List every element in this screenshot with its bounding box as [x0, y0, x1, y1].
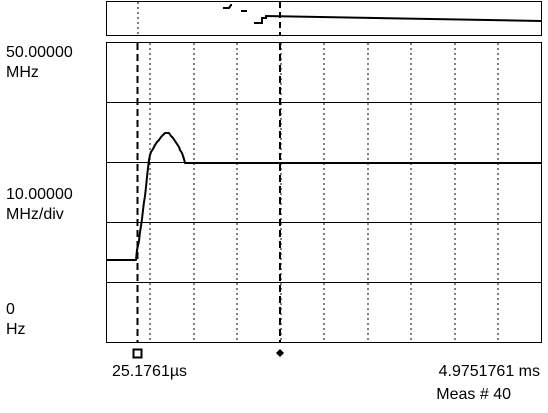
- overview-trace: [223, 4, 232, 9]
- start-time-readout: 25.1761µs: [112, 363, 188, 380]
- diamond-marker-icon[interactable]: [276, 349, 284, 357]
- y-top-unit: MHz: [6, 64, 39, 81]
- overview-trace-main: [254, 14, 542, 24]
- measurement-counter: Meas # 40: [436, 386, 511, 403]
- frequency-trace: [106, 132, 541, 261]
- square-marker-icon[interactable]: [132, 348, 143, 359]
- y-bottom-value: 0: [6, 301, 15, 318]
- y-scale-unit: MHz/div: [6, 206, 64, 223]
- end-time-readout: 4.9751761 ms: [438, 363, 540, 380]
- overview-strip: [106, 1, 542, 36]
- y-top-value: 50.00000: [6, 44, 73, 61]
- y-bottom-unit: Hz: [6, 321, 26, 338]
- main-graph: [106, 42, 542, 343]
- y-scale-value: 10.00000: [6, 186, 73, 203]
